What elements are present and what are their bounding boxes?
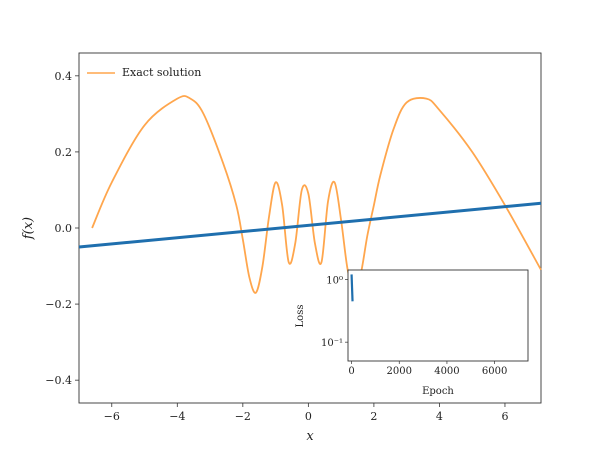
inset-y-label: Loss	[295, 305, 306, 328]
legend: Exact solution	[87, 66, 201, 79]
y-tick-label: −0.4	[45, 374, 72, 387]
y-tick-label: −0.2	[45, 298, 72, 311]
main-plot: −6 −4 −2 0 2 4 6 0.4 0.2 0.0 −0.2 −0.4 x f(x) Exac…	[21, 52, 542, 444]
inset-x-axis: 0 2000 4000 6000	[348, 361, 507, 377]
x-tick-label: 2	[370, 410, 377, 423]
inset-y-tick-label: 10⁻¹	[321, 338, 343, 349]
main-y-label: f(x)	[21, 217, 36, 240]
x-tick-label: 6	[501, 410, 508, 423]
x-tick-label: 0	[305, 410, 312, 423]
inset-x-label: Epoch	[422, 386, 454, 397]
legend-label-exact: Exact solution	[122, 66, 201, 79]
main-x-axis: −6 −4 −2 0 2 4 6	[104, 403, 508, 423]
series-line-exact-solution	[91, 95, 542, 294]
x-tick-label: −6	[104, 410, 120, 423]
inset-frame	[347, 269, 529, 362]
x-tick-label: −4	[169, 410, 185, 423]
inset-series	[350, 274, 354, 302]
x-tick-label: 4	[436, 410, 443, 423]
main-y-axis: 0.4 0.2 0.0 −0.2 −0.4	[45, 70, 79, 387]
x-tick-label: −2	[235, 410, 251, 423]
inset-y-axis: 10⁰ 10⁻¹	[321, 275, 348, 349]
y-tick-label: 0.0	[55, 222, 73, 235]
main-x-label: x	[306, 429, 314, 444]
inset-x-tick-label: 2000	[387, 366, 412, 377]
inset-y-tick-label: 10⁰	[326, 275, 343, 286]
inset-x-tick-label: 6000	[482, 366, 507, 377]
series-line-approximation	[78, 201, 542, 249]
y-tick-label: 0.4	[55, 70, 73, 83]
inset-series-line	[350, 274, 354, 302]
inset-x-tick-label: 0	[348, 366, 354, 377]
y-tick-label: 0.2	[55, 146, 73, 159]
main-series	[78, 95, 542, 294]
inset-plot: 0 2000 4000 6000 10⁰ 10⁻¹ Epoch Loss	[295, 269, 529, 397]
inset-x-tick-label: 4000	[434, 366, 459, 377]
